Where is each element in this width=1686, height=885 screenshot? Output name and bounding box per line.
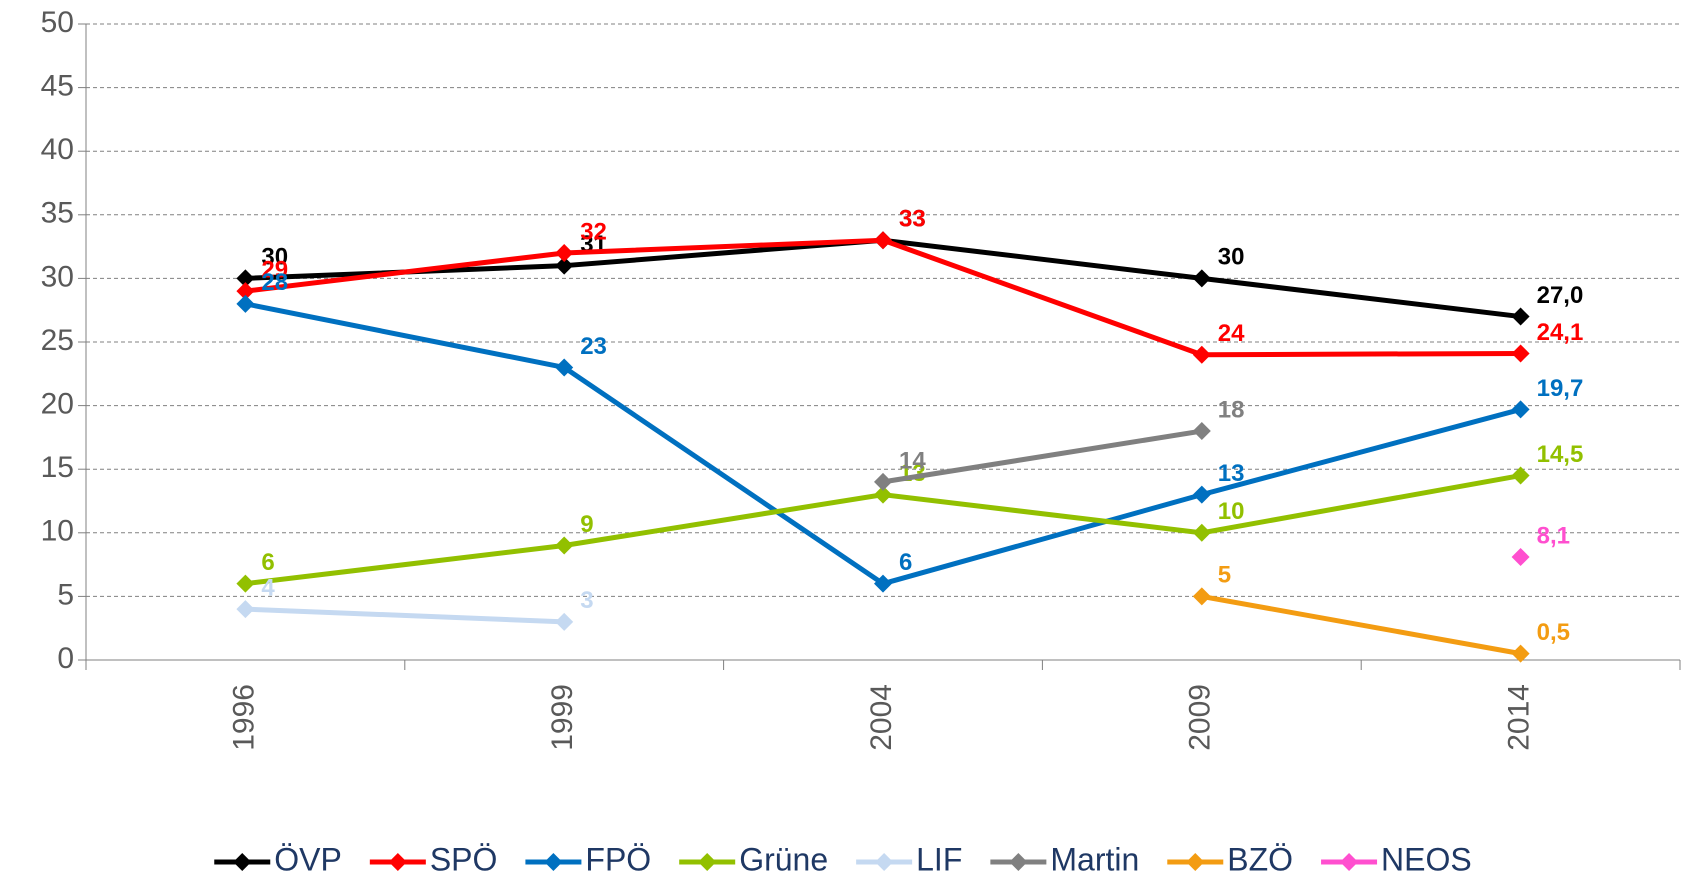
data-label: 3 xyxy=(580,587,593,614)
y-tick-label: 45 xyxy=(41,70,74,103)
data-label: 32 xyxy=(580,218,607,245)
x-tick-label: 2009 xyxy=(1184,684,1217,751)
series-line xyxy=(245,606,565,625)
data-label: 24 xyxy=(1218,320,1245,347)
series-line xyxy=(882,428,1203,485)
point-marker xyxy=(1192,587,1211,606)
series-line xyxy=(245,237,1521,358)
point-marker xyxy=(1511,547,1530,566)
legend-marker xyxy=(1340,853,1359,871)
point-marker xyxy=(555,358,574,377)
point-marker xyxy=(1511,400,1530,419)
legend-label: Martin xyxy=(1050,841,1139,877)
data-label: 5 xyxy=(1218,562,1231,589)
data-label: 30 xyxy=(261,244,288,271)
legend-marker xyxy=(1186,853,1205,871)
legend-label: BZÖ xyxy=(1227,841,1293,877)
point-marker xyxy=(874,485,892,504)
x-tick-label: 2004 xyxy=(865,684,898,751)
legend-label: LIF xyxy=(916,841,962,877)
data-label: 14,5 xyxy=(1537,441,1584,468)
data-label: 14 xyxy=(899,447,926,474)
point-marker xyxy=(236,269,255,288)
data-label: 24,1 xyxy=(1537,319,1584,346)
data-label: 33 xyxy=(899,206,926,233)
data-label: 13 xyxy=(1218,460,1245,487)
point-marker xyxy=(236,600,255,619)
series-line xyxy=(244,301,1522,587)
data-label: 6 xyxy=(899,549,912,576)
point-marker xyxy=(874,574,892,593)
point-marker xyxy=(1192,345,1211,364)
legend-marker xyxy=(388,853,407,871)
y-tick-label: 40 xyxy=(41,133,74,166)
data-label: 29 xyxy=(261,256,288,283)
point-marker xyxy=(236,574,255,593)
point-marker xyxy=(555,243,574,262)
x-tick-label: 2014 xyxy=(1503,684,1536,751)
data-label: 23 xyxy=(580,333,607,360)
data-label: 9 xyxy=(580,511,593,538)
legend-label: ÖVP xyxy=(274,841,342,877)
series-line xyxy=(1201,593,1522,657)
point-marker xyxy=(874,472,892,491)
y-tick-label: 35 xyxy=(41,197,74,230)
y-tick-label: 20 xyxy=(41,388,74,421)
data-label: 6 xyxy=(261,549,274,576)
point-marker xyxy=(1511,307,1530,326)
point-marker xyxy=(236,282,255,301)
point-marker xyxy=(1192,523,1211,542)
legend-marker xyxy=(233,853,252,871)
y-tick-label: 25 xyxy=(41,324,74,357)
data-label: 28 xyxy=(261,269,288,296)
point-marker xyxy=(874,231,892,250)
point-marker xyxy=(1511,344,1530,363)
y-tick-label: 15 xyxy=(41,451,74,484)
point-marker xyxy=(1511,644,1530,663)
point-marker xyxy=(555,256,574,275)
y-tick-label: 5 xyxy=(57,578,74,611)
data-label: 30 xyxy=(1218,244,1245,271)
data-label: 27,0 xyxy=(1537,282,1584,309)
point-marker xyxy=(555,612,574,631)
data-label: 19,7 xyxy=(1537,375,1584,402)
y-tick-label: 10 xyxy=(41,515,74,548)
point-marker xyxy=(555,536,574,555)
point-marker xyxy=(1192,422,1211,441)
data-label: 18 xyxy=(1218,396,1245,423)
legend-label: Grüne xyxy=(739,841,828,877)
legend-marker xyxy=(698,853,717,871)
legend-marker xyxy=(875,853,894,871)
point-marker xyxy=(236,294,255,313)
legend-marker xyxy=(1009,853,1028,871)
legend-label: SPÖ xyxy=(430,841,498,877)
y-tick-label: 50 xyxy=(41,6,74,39)
x-tick-label: 1996 xyxy=(227,684,260,751)
legend-label: FPÖ xyxy=(585,841,651,877)
data-label: 10 xyxy=(1218,498,1245,525)
data-label: 4 xyxy=(261,574,275,601)
data-label: 33 xyxy=(899,206,926,233)
legend-marker xyxy=(544,853,563,871)
y-tick-label: 0 xyxy=(57,642,74,675)
x-tick-label: 1999 xyxy=(546,684,579,751)
point-marker xyxy=(1192,485,1211,504)
legend-label: NEOS xyxy=(1381,841,1472,877)
y-tick-label: 30 xyxy=(41,260,74,293)
data-label: 8,1 xyxy=(1537,522,1570,549)
point-marker xyxy=(1511,466,1530,485)
data-label: 0,5 xyxy=(1537,619,1570,646)
point-marker xyxy=(1192,269,1211,288)
